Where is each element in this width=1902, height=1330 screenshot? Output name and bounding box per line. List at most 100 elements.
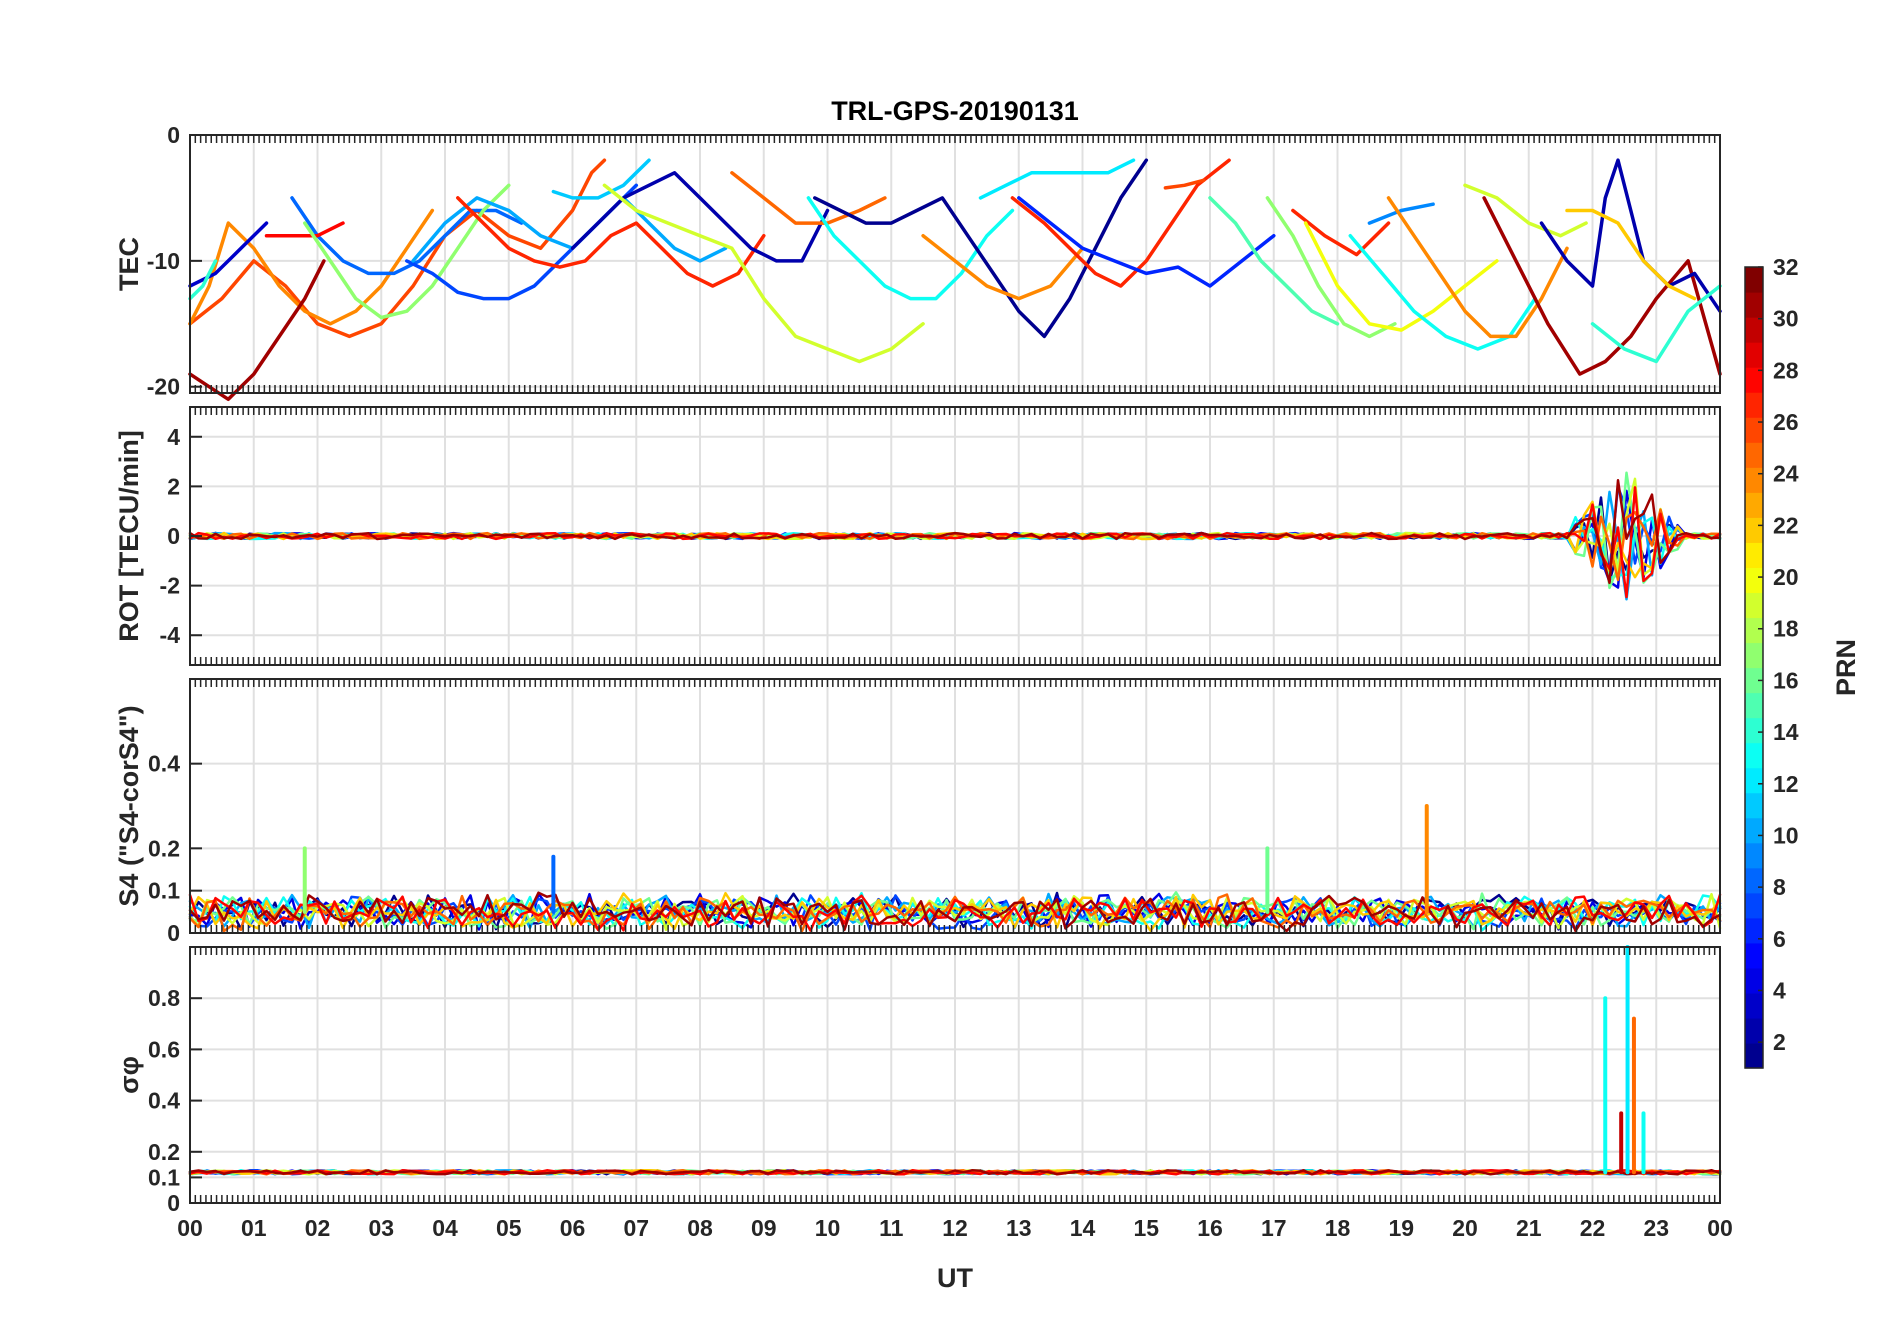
x-minor-ticks bbox=[189, 135, 1721, 393]
tec-series-prn-27 bbox=[1010, 158, 1231, 288]
x-minor-ticks bbox=[189, 947, 1721, 1203]
colorbar-swatch bbox=[1745, 667, 1763, 694]
colorbar-tick-label: 16 bbox=[1773, 667, 1799, 693]
y-axis-label: TEC bbox=[114, 237, 144, 291]
x-axis-label: UT bbox=[937, 1263, 973, 1293]
colorbar-tick-label: 14 bbox=[1773, 719, 1799, 745]
x-tick-label: 15 bbox=[1133, 1215, 1159, 1241]
colorbar-swatch bbox=[1745, 442, 1763, 468]
colorbar-swatch bbox=[1745, 317, 1763, 343]
x-tick-label: 02 bbox=[305, 1215, 331, 1241]
rot-series-prn-28 bbox=[188, 486, 1722, 599]
x-tick-label: 05 bbox=[496, 1215, 522, 1241]
y-tick-label: 4 bbox=[167, 424, 180, 450]
s4-series-prn-25 bbox=[188, 893, 1722, 933]
tec-series-prn-19 bbox=[602, 183, 925, 364]
y-tick-label: 0 bbox=[167, 920, 180, 946]
colorbar-tick-label: 22 bbox=[1773, 512, 1799, 538]
colorbar-swatch bbox=[1745, 567, 1763, 594]
colorbar-swatch bbox=[1745, 492, 1763, 518]
x-minor-ticks bbox=[189, 679, 1721, 933]
tec-series-prn-6 bbox=[1017, 196, 1276, 288]
colorbar-swatch bbox=[1745, 267, 1763, 293]
colorbar-tick-label: 10 bbox=[1773, 822, 1799, 848]
tec-series-prn-9 bbox=[1367, 202, 1435, 225]
tec-series-prn-26 bbox=[188, 158, 607, 339]
x-tick-label: 11 bbox=[879, 1215, 904, 1241]
colorbar-swatch bbox=[1745, 1042, 1763, 1069]
tec-series-prn-27 bbox=[456, 196, 766, 288]
x-tick-label: 17 bbox=[1261, 1215, 1287, 1241]
y-tick-label: 0.6 bbox=[148, 1036, 180, 1062]
colorbar-label: PRN bbox=[1831, 639, 1861, 696]
colorbar-swatch bbox=[1745, 592, 1763, 619]
colorbar-swatch bbox=[1745, 367, 1763, 393]
tec-series-prn-12 bbox=[978, 158, 1136, 200]
y-axis-label: ROT [TECU/min] bbox=[114, 430, 144, 641]
y-tick-label: 0.1 bbox=[148, 1164, 180, 1190]
tec-series-prn-22 bbox=[1565, 208, 1697, 301]
x-tick-label: 12 bbox=[942, 1215, 968, 1241]
colorbar-swatch bbox=[1745, 992, 1763, 1019]
tec-series-prn-31 bbox=[188, 259, 326, 402]
x-tick-label: 01 bbox=[241, 1215, 267, 1241]
panel-s4: 0 0.1 0.2 0.4S4 ("S4-corS4") bbox=[114, 678, 1722, 946]
x-tick-label: 23 bbox=[1643, 1215, 1669, 1241]
tec-series-prn-31 bbox=[1482, 196, 1722, 376]
panel-rot: 4 2 0 -2 -4 ROT [TECU/min] bbox=[114, 406, 1722, 666]
colorbar-swatch bbox=[1745, 917, 1763, 944]
colorbar-swatch bbox=[1745, 792, 1763, 819]
tec-series-prn-3 bbox=[188, 221, 269, 288]
colorbar-swatch bbox=[1745, 417, 1763, 443]
tec-series-prn-26 bbox=[1163, 178, 1206, 190]
sigphi-series-prn-31 bbox=[188, 1168, 1722, 1176]
tec-series-prn-17 bbox=[303, 183, 511, 320]
tec-series-prn-15 bbox=[1208, 196, 1340, 326]
x-tick-label: 18 bbox=[1325, 1215, 1351, 1241]
x-tick-label: 00 bbox=[1707, 1215, 1733, 1241]
x-tick-label: 19 bbox=[1388, 1215, 1414, 1241]
rot-series-prn-31 bbox=[188, 479, 1722, 585]
colorbar-tick-label: 2 bbox=[1773, 1029, 1786, 1055]
panel-data bbox=[188, 945, 1722, 1176]
tec-series-prn-1 bbox=[813, 158, 1149, 339]
s4-series-prn-31 bbox=[188, 891, 1722, 933]
y-axis-label: S4 ("S4-corS4") bbox=[114, 705, 144, 906]
colorbar-tick-label: 24 bbox=[1773, 461, 1799, 487]
x-tick-label: 04 bbox=[432, 1215, 458, 1241]
colorbar-swatch bbox=[1745, 342, 1763, 368]
s4-series-prn-28 bbox=[188, 893, 1722, 932]
x-tick-label: 09 bbox=[751, 1215, 777, 1241]
tec-series-prn-28 bbox=[264, 221, 345, 238]
colorbar-swatch bbox=[1745, 692, 1763, 719]
tec-series-prn-2 bbox=[1539, 158, 1722, 313]
y-tick-label: -10 bbox=[147, 248, 180, 274]
s4-series-prn-19 bbox=[188, 892, 1722, 932]
x-tick-label: 22 bbox=[1580, 1215, 1606, 1241]
tec-series-prn-24 bbox=[921, 233, 1085, 301]
tec-series-prn-2 bbox=[570, 171, 830, 263]
colorbar-swatch bbox=[1745, 967, 1763, 994]
colorbar-tick-label: 8 bbox=[1773, 874, 1786, 900]
y-axis-label: σφ bbox=[114, 1056, 144, 1094]
tec-series-prn-11 bbox=[551, 158, 651, 200]
tec-series-prn-27 bbox=[1291, 208, 1391, 257]
colorbar-swatch bbox=[1745, 817, 1763, 844]
y-tick-label: -2 bbox=[160, 573, 180, 599]
colorbar-swatch bbox=[1745, 467, 1763, 493]
x-tick-label: 20 bbox=[1452, 1215, 1478, 1241]
colorbar-tick-label: 18 bbox=[1773, 616, 1799, 642]
y-tick-label: 0.2 bbox=[148, 835, 180, 861]
y-tick-label: 0 bbox=[167, 122, 180, 148]
colorbar-tick-label: 20 bbox=[1773, 564, 1799, 590]
x-tick-label: 06 bbox=[560, 1215, 586, 1241]
colorbar-swatch bbox=[1745, 292, 1763, 318]
colorbar-swatch bbox=[1745, 517, 1763, 543]
colorbar-swatch bbox=[1745, 542, 1763, 568]
y-tick-label: -20 bbox=[147, 374, 180, 400]
tec-series-prn-14 bbox=[1590, 284, 1722, 364]
colorbar-tick-label: 4 bbox=[1773, 977, 1786, 1003]
